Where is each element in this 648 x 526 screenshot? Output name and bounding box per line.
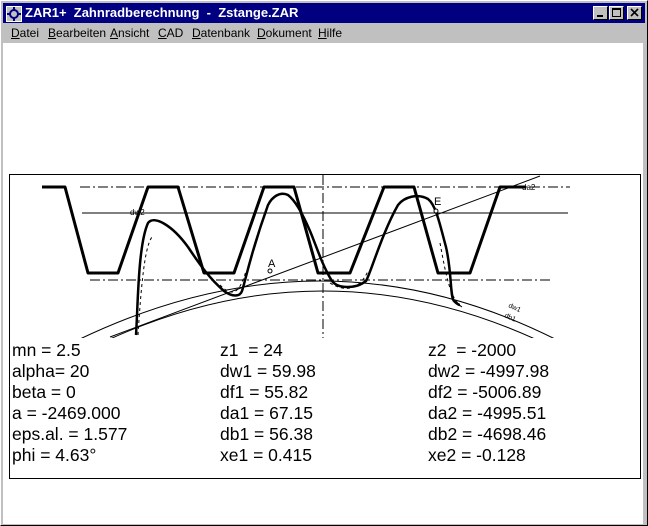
- menu-hilfe[interactable]: Hilfe: [318, 26, 343, 40]
- result-z1: z1 = 24: [220, 340, 283, 360]
- minimize-button[interactable]: [593, 6, 608, 20]
- maximize-button[interactable]: [609, 6, 624, 20]
- result-da2: da2 = -4995.51: [428, 403, 547, 423]
- pinion-flank-2: [219, 270, 247, 293]
- pinion-flank-1: [137, 236, 153, 336]
- pinion-flank-3: [329, 270, 369, 289]
- gear-app-icon[interactable]: [6, 6, 22, 22]
- close-button[interactable]: [627, 6, 642, 20]
- menu-datei[interactable]: Datei: [11, 26, 40, 40]
- menu-dokument[interactable]: Dokument: [257, 26, 312, 40]
- menu-datenbank[interactable]: Datenbank: [192, 26, 251, 40]
- result-db2: db2 = -4698.46: [428, 424, 547, 444]
- result-mn: mn = 2.5: [12, 340, 81, 360]
- result-alpha: alpha= 20: [12, 361, 90, 381]
- result-beta: beta = 0: [12, 382, 76, 402]
- result-dw2: dw2 = -4997.98: [428, 361, 550, 381]
- minimize-icon: [597, 15, 603, 17]
- menu-bearbeiten[interactable]: Bearbeiten: [48, 26, 107, 40]
- label-a: A: [268, 258, 276, 270]
- label-dw1: dw1: [507, 302, 522, 314]
- window-title: ZAR1+ Zahnradberechnung - Zstange.ZAR: [25, 5, 299, 20]
- result-db1: db1 = 56.38: [220, 424, 313, 444]
- result-eps-al: eps.al. = 1.577: [12, 424, 128, 444]
- dw1-circle: [79, 280, 556, 339]
- title-bar[interactable]: ZAR1+ Zahnradberechnung - Zstange.ZAR: [3, 3, 645, 23]
- line-of-action: [109, 175, 541, 338]
- result-a: a = -2469.000: [12, 403, 121, 423]
- result-df2: df2 = -5006.89: [428, 382, 542, 402]
- results-panel: mn = 2.5 alpha= 20 beta = 0 a = -2469.00…: [9, 338, 641, 479]
- label-e: E: [434, 196, 441, 208]
- point-e: [433, 208, 439, 214]
- label-dw2: dw2: [130, 208, 145, 217]
- gear-mesh-drawing: da2 dw2 E A dw1 db1: [42, 175, 570, 339]
- point-a: [267, 268, 273, 274]
- result-da1: da1 = 67.15: [220, 403, 313, 423]
- menu-bar: Datei Bearbeiten Ansicht CAD Datenbank D…: [3, 23, 645, 43]
- menu-ansicht[interactable]: Ansicht: [110, 26, 150, 40]
- maximize-icon: [612, 8, 621, 17]
- label-db1: db1: [503, 312, 517, 323]
- result-xe1: xe1 = 0.415: [220, 445, 312, 465]
- result-xe2: xe2 = -0.128: [428, 445, 526, 465]
- close-icon: [630, 8, 639, 17]
- db1-circle: [109, 290, 536, 339]
- result-df1: df1 = 55.82: [220, 382, 309, 402]
- pinion-flank-4: [439, 242, 463, 308]
- menu-cad[interactable]: CAD: [158, 26, 184, 40]
- pinion-teeth: [134, 192, 461, 336]
- result-dw1: dw1 = 59.98: [220, 361, 316, 381]
- label-da2: da2: [522, 183, 536, 192]
- result-z2: z2 = -2000: [428, 340, 517, 360]
- rack-profile: [42, 185, 526, 275]
- gear-drawing-canvas[interactable]: da2 dw2 E A dw1 db1: [9, 174, 641, 340]
- result-phi: phi = 4.63°: [12, 445, 97, 465]
